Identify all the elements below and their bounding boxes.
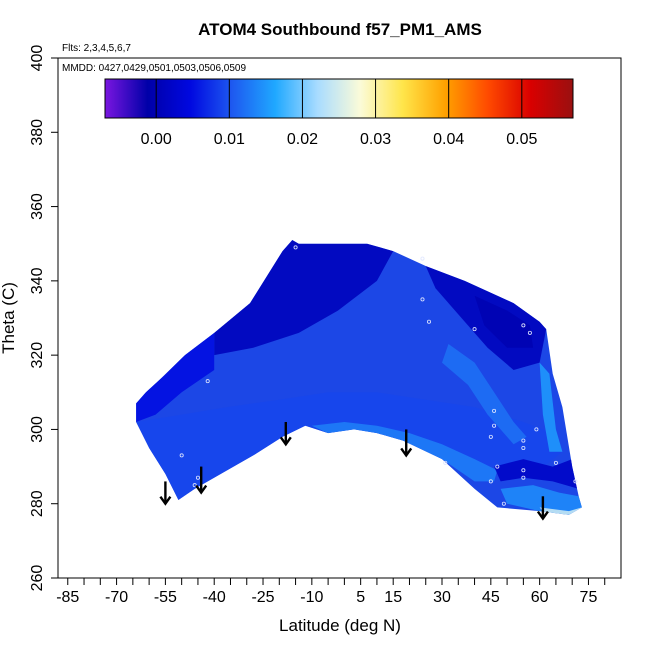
x-tick-label: -70	[105, 589, 128, 606]
sample-point	[420, 297, 425, 302]
down-arrow-head	[400, 447, 413, 458]
down-arrow-head	[536, 510, 549, 521]
x-tick-label: 30	[433, 589, 451, 606]
y-tick-label: 320	[29, 342, 46, 369]
colorbar-tick-label: 0.04	[433, 131, 464, 148]
sample-point	[488, 479, 493, 484]
sample-point	[192, 483, 197, 488]
sample-point	[492, 423, 497, 428]
sample-point	[521, 445, 526, 450]
x-tick-label: -25	[251, 589, 274, 606]
x-tick-label: 5	[356, 589, 365, 606]
colorbar-tick-label: 0.02	[287, 131, 318, 148]
x-tick-label: -55	[154, 589, 177, 606]
colorbar-strip	[104, 78, 574, 119]
x-tick-label: 75	[580, 589, 598, 606]
sample-point	[443, 460, 448, 465]
dates-subtitle: MMDD: 0427,0429,0501,0503,0506,0509	[62, 63, 246, 74]
down-arrow	[159, 481, 172, 506]
colorbar-tick-label: 0.00	[141, 131, 172, 148]
x-tick-label: -10	[300, 589, 323, 606]
sample-point	[205, 379, 210, 384]
color-region	[442, 344, 527, 445]
x-tick-label: -40	[203, 589, 226, 606]
y-tick-label: 260	[29, 565, 46, 592]
sample-point	[553, 460, 558, 465]
sample-point	[195, 475, 200, 480]
sample-point	[492, 408, 497, 413]
colorbar-tick-label: 0.05	[506, 131, 537, 148]
y-tick-label: 400	[29, 45, 46, 72]
y-tick-label: 340	[29, 267, 46, 294]
down-arrow-head	[279, 436, 292, 447]
sample-point	[534, 427, 539, 432]
sample-point	[521, 468, 526, 473]
sample-point	[179, 453, 184, 458]
colorbar-ticks: 0.00 0.01 0.02 0.03 0.04 0.05	[141, 79, 537, 148]
sample-point	[521, 438, 526, 443]
down-arrow-head	[195, 484, 208, 495]
x-tick-label: 60	[531, 589, 549, 606]
sample-point	[501, 501, 506, 506]
color-region	[539, 362, 563, 452]
sample-point	[495, 464, 500, 469]
colorbar: 0.00 0.01 0.02 0.03 0.04 0.05	[104, 78, 574, 148]
sample-point	[521, 323, 526, 328]
sample-point	[420, 256, 425, 261]
sample-point	[521, 475, 526, 480]
sample-point	[573, 479, 578, 484]
color-region	[214, 240, 394, 356]
y-tick-label: 380	[29, 119, 46, 146]
color-regions	[136, 240, 582, 515]
sample-point	[472, 327, 477, 332]
x-tick-label: -85	[56, 589, 79, 606]
down-arrow	[195, 466, 208, 495]
down-arrow	[279, 422, 292, 447]
down-arrow	[536, 496, 549, 521]
x-axis-label: Latitude (deg N)	[279, 616, 401, 635]
color-region	[474, 295, 534, 348]
y-tick-label: 300	[29, 416, 46, 443]
color-region	[500, 485, 582, 515]
direction-arrows	[159, 422, 549, 521]
color-region	[136, 392, 563, 500]
plot-frame	[57, 57, 622, 579]
down-arrow-head	[159, 496, 172, 506]
color-region	[136, 332, 215, 422]
sample-point	[527, 330, 532, 335]
down-arrow	[400, 429, 413, 458]
sample-point	[426, 319, 431, 324]
sample-points	[179, 245, 578, 506]
data-layer	[136, 240, 582, 515]
x-tick-label: 45	[482, 589, 500, 606]
x-axis: -85 -70 -55 -40 -25 -10 5 15 30 45 60 75	[56, 578, 606, 606]
y-tick-label: 360	[29, 193, 46, 220]
chart-title: ATOM4 Southbound f57_PM1_AMS	[198, 20, 482, 39]
color-region	[494, 459, 579, 489]
y-axis-label: Theta (C)	[0, 282, 18, 354]
flights-subtitle: Flts: 2,3,4,5,6,7	[62, 43, 131, 54]
y-axis: 260 280 300 320 340 360 380 400	[29, 45, 58, 592]
sample-point	[488, 434, 493, 439]
color-region	[311, 422, 498, 482]
y-tick-label: 280	[29, 490, 46, 517]
colorbar-tick-label: 0.03	[360, 131, 391, 148]
colorbar-tick-label: 0.01	[214, 131, 245, 148]
x-tick-label: 15	[384, 589, 402, 606]
sample-point	[293, 245, 298, 250]
